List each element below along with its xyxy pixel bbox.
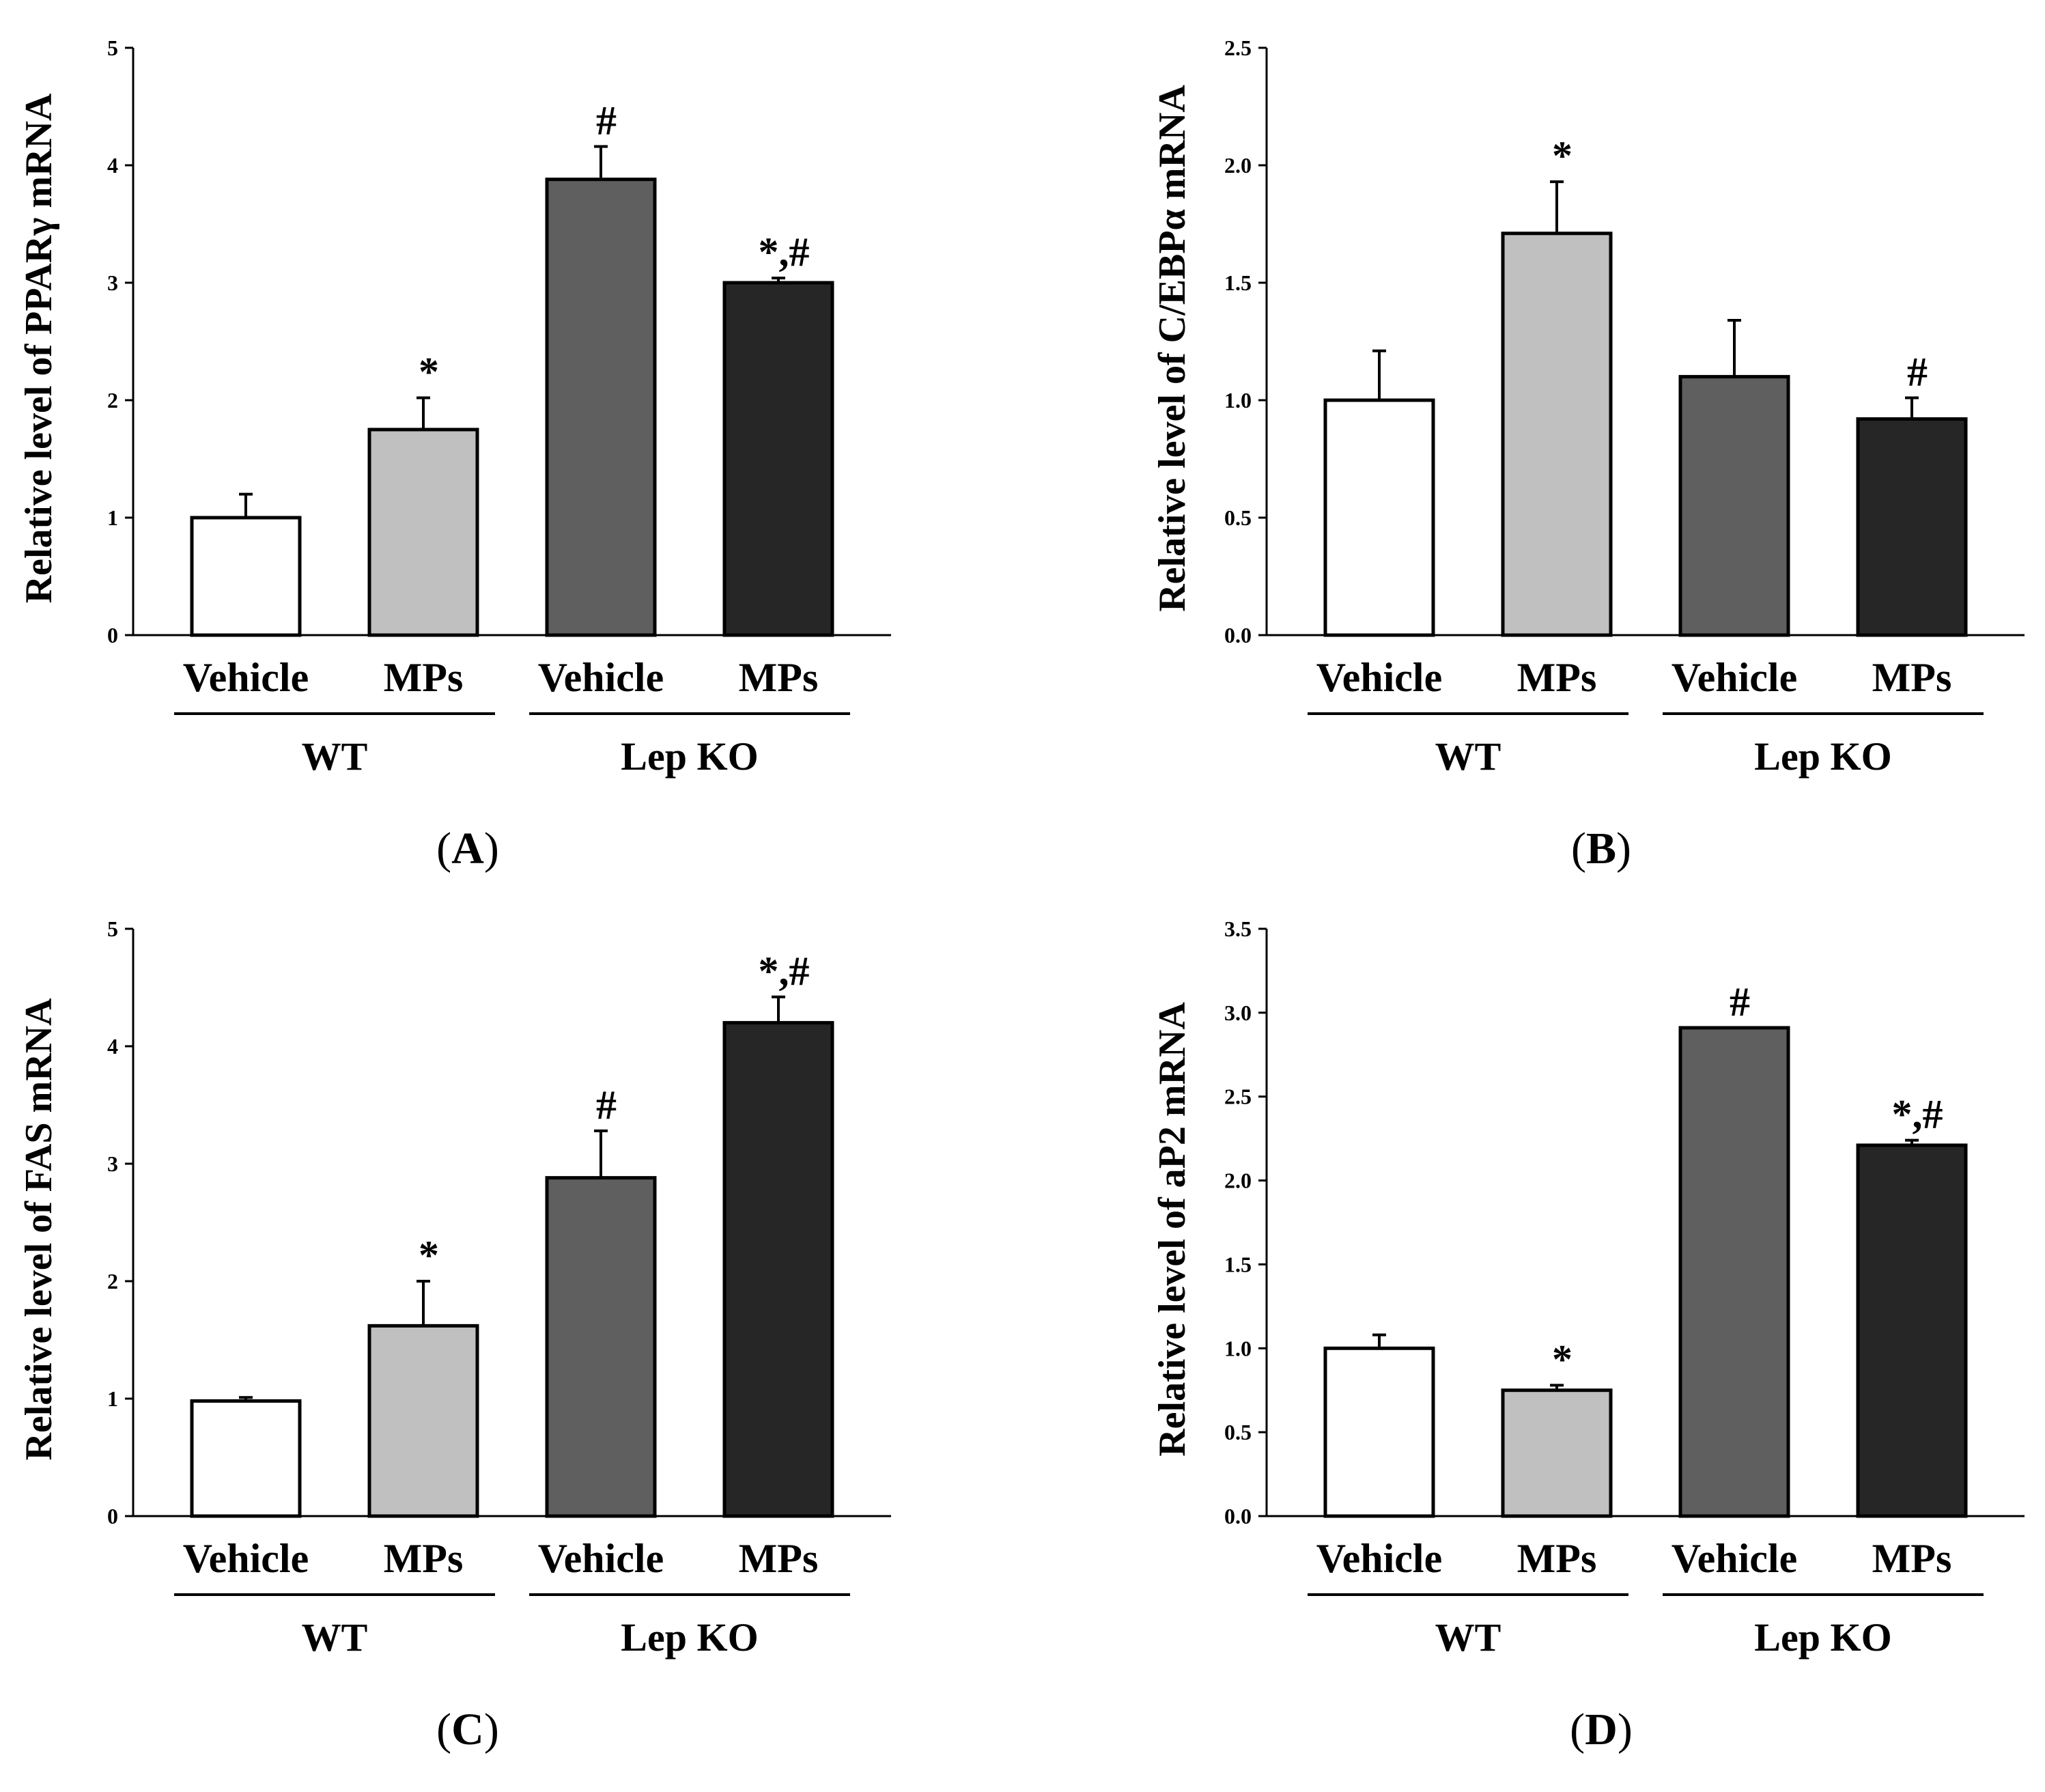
y-tick-label: 1 [107,505,118,530]
group-label: WT [302,1615,368,1660]
bar [545,1176,657,1518]
y-tick-label: 4 [107,1034,118,1059]
x-tick-label: Vehicle [1672,1536,1797,1581]
x-tick-label: MPs [1517,655,1597,700]
x-tick-label: MPs [384,1536,464,1581]
group-label: Lep KO [1754,734,1891,779]
significance-label: * [1552,133,1572,178]
y-tick-label: 2.0 [1224,1168,1252,1193]
x-tick-label: Vehicle [183,1536,309,1581]
panel-label-d: (D) [1570,1705,1633,1754]
y-tick-label: 1.0 [1224,1336,1252,1360]
y-tick-label: 0.5 [1224,1420,1252,1444]
y-tick-label: 3.5 [1224,916,1252,941]
y-tick-label: 2 [107,388,118,412]
group-label: WT [1435,734,1501,779]
bar [1678,1026,1790,1518]
group-label: Lep KO [621,734,758,779]
significance-label: * [419,1233,439,1278]
y-axis-label: Relative level of aP2 mRNA [1151,1002,1194,1457]
x-tick-label: Vehicle [1672,655,1797,700]
significance-label: * [419,350,439,395]
y-tick-label: 1.5 [1224,1252,1252,1276]
y-tick-label: 0 [107,623,118,647]
x-tick-label: Vehicle [1316,1536,1442,1581]
x-tick-label: MPs [1517,1536,1597,1581]
panel-label-a: (A) [436,824,499,873]
y-axis-label: Relative level of PPARγ mRNA [18,93,60,603]
group-label: WT [302,734,368,779]
y-tick-label: 2 [107,1269,118,1293]
panel-label-a-text: A [451,824,484,873]
bar [1323,398,1435,637]
significance-label: # [1730,979,1750,1024]
chart-d: 0.0 0.5 1.0 1.5 2.0 2.5 3.0 3.5 Relative level o… [1151,916,2025,1660]
y-tick-label: 4 [107,153,118,178]
bar [1856,417,1968,637]
bar [367,428,479,637]
x-tick-label: Vehicle [538,655,664,700]
panel-label-c: (C) [436,1705,499,1754]
significance-label: # [596,1082,617,1128]
significance-label: # [1907,350,1928,395]
chart-b: 0.0 0.5 1.0 1.5 2.0 2.5 Relative level of C/EB… [1151,36,2025,779]
y-tick-label: 0.0 [1224,1504,1252,1528]
panel-c: 0 1 2 3 4 5 Relative level of FAS mRNA Vehicle *… [0,881,912,1792]
significance-label: *,# [759,949,810,994]
y-axis-label: Relative level of FAS mRNA [18,998,60,1461]
group-label: WT [1435,1615,1501,1660]
x-tick-label: Vehicle [538,1536,664,1581]
y-tick-label: 0.0 [1224,623,1252,647]
x-tick-label: MPs [739,655,819,700]
significance-label: *,# [759,229,810,275]
y-tick-label: 3 [107,270,118,295]
panel-label-b: (B) [1571,824,1631,873]
x-tick-label: Vehicle [183,655,309,700]
chart-a: 0 1 2 3 4 5 Relative level of PPARγ mRNA Vehicl… [18,36,891,779]
significance-label: *,# [1892,1092,1943,1137]
y-tick-label: 2.0 [1224,153,1252,178]
y-tick-label: 5 [107,916,118,941]
y-tick-label: 5 [107,36,118,60]
x-tick-label: Vehicle [1316,655,1442,700]
bar [1678,375,1790,637]
y-tick-label: 1.5 [1224,270,1252,295]
x-tick-label: MPs [739,1536,819,1581]
panel-a: 0 1 2 3 4 5 Relative level of PPARγ mRNA Vehicl… [0,0,912,884]
y-tick-label: 0.5 [1224,505,1252,530]
panel-label-d-text: D [1585,1705,1618,1754]
panel-label-c-text: C [451,1705,484,1754]
bar [1501,232,1613,637]
y-tick-label: 0 [107,1504,118,1528]
y-tick-label: 3.0 [1224,1000,1252,1025]
y-tick-label: 1 [107,1386,118,1411]
significance-label: # [596,98,617,143]
panel-b: 0.0 0.5 1.0 1.5 2.0 2.5 Relative level of C/EB… [1133,0,2045,884]
significance-label: * [1552,1336,1572,1382]
x-tick-label: MPs [384,655,464,700]
bar [722,1021,834,1518]
bar [190,516,302,637]
bar [1323,1346,1435,1518]
group-label: Lep KO [621,1615,758,1660]
y-tick-label: 2.5 [1224,1084,1252,1109]
group-label: Lep KO [1754,1615,1891,1660]
bar [1856,1143,1968,1518]
y-tick-label: 2.5 [1224,36,1252,60]
x-tick-label: MPs [1872,655,1952,700]
y-tick-label: 1.0 [1224,388,1252,412]
y-tick-label: 3 [107,1151,118,1176]
bar [722,281,834,637]
x-tick-label: MPs [1872,1536,1952,1581]
bar [1501,1388,1613,1518]
bar [545,178,657,637]
chart-c: 0 1 2 3 4 5 Relative level of FAS mRNA Vehicle *… [18,916,891,1660]
panel-label-b-text: B [1585,824,1617,873]
bar [190,1399,302,1518]
panel-d: 0.0 0.5 1.0 1.5 2.0 2.5 3.0 3.5 Relative level o… [1133,881,2045,1792]
bar [367,1324,479,1518]
y-axis-label: Relative level of C/EBPα mRNA [1151,85,1194,612]
